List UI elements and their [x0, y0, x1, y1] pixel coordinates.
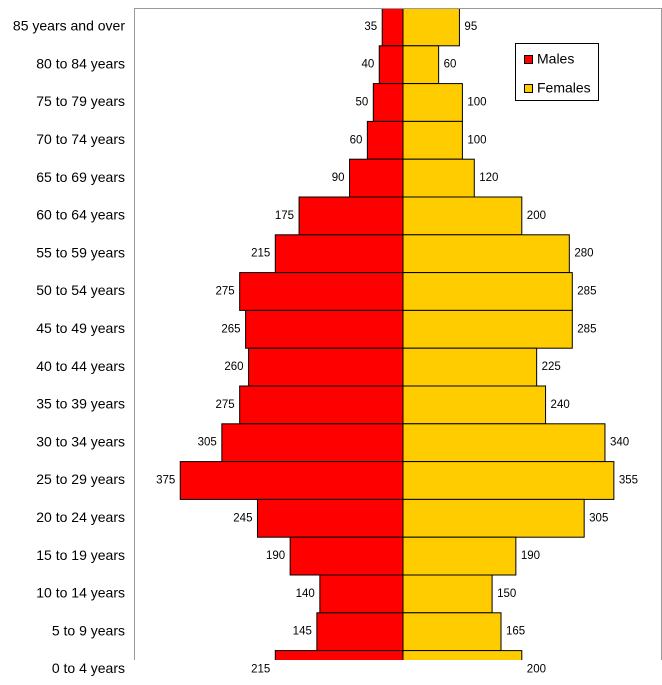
bar [298, 196, 404, 236]
bar [289, 536, 404, 576]
value-label: 190 [521, 550, 540, 562]
y-tick-label: 30 to 34 years [36, 433, 125, 449]
bar [372, 83, 404, 122]
bar [366, 120, 404, 160]
plot-area [179, 8, 615, 660]
legend-label: Females [537, 80, 591, 96]
bar [245, 309, 404, 349]
bar [402, 423, 606, 463]
y-tick-label: 20 to 24 years [36, 509, 125, 525]
value-label: 305 [198, 437, 217, 449]
y-tick-label: 65 to 69 years [36, 169, 125, 185]
bar [402, 347, 538, 387]
value-label: 35 [364, 21, 377, 33]
value-label: 215 [251, 664, 270, 676]
bar [402, 498, 585, 538]
y-tick-label: 5 to 9 years [52, 622, 125, 638]
y-tick-label: 35 to 39 years [36, 396, 125, 412]
y-tick-label: 75 to 79 years [36, 93, 125, 109]
y-tick-label: 55 to 59 years [36, 244, 125, 260]
legend-swatch [524, 55, 533, 64]
bar [402, 196, 523, 236]
bar [402, 309, 573, 349]
y-tick-label: 15 to 19 years [36, 547, 125, 563]
bar [402, 120, 463, 160]
y-tick-label: 45 to 49 years [36, 320, 125, 336]
value-label: 355 [619, 475, 638, 487]
bar [274, 650, 404, 660]
bar [402, 83, 463, 122]
y-tick-label: 85 years and over [13, 18, 125, 34]
bar [378, 45, 404, 85]
value-label: 200 [527, 664, 546, 676]
value-label: 95 [464, 21, 477, 33]
value-label: 165 [506, 626, 525, 638]
value-label: 145 [293, 626, 312, 638]
value-label: 340 [610, 437, 629, 449]
legend-label: Males [537, 51, 574, 67]
value-label: 280 [574, 248, 593, 260]
value-label: 200 [527, 210, 546, 222]
bar [402, 8, 460, 47]
value-label: 50 [356, 97, 369, 109]
bar [402, 650, 523, 660]
value-label: 375 [156, 475, 175, 487]
bar [402, 612, 502, 652]
value-label: 245 [233, 512, 252, 524]
value-label: 60 [350, 134, 363, 146]
bar [316, 612, 404, 652]
value-label: 40 [361, 59, 374, 71]
bar [381, 8, 404, 47]
y-tick-label: 80 to 84 years [36, 55, 125, 71]
y-tick-label: 0 to 4 years [52, 660, 125, 676]
value-label: 275 [215, 286, 234, 298]
bar [402, 574, 493, 614]
value-label: 90 [332, 172, 345, 184]
value-label: 140 [296, 588, 315, 600]
bar [402, 461, 615, 500]
value-label: 175 [275, 210, 294, 222]
bar [256, 498, 404, 538]
value-label: 275 [215, 399, 234, 411]
value-label: 240 [551, 399, 570, 411]
y-tick-label: 50 to 54 years [36, 282, 125, 298]
bar [349, 158, 404, 198]
legend-swatch [524, 84, 533, 93]
bar [248, 347, 404, 387]
bar [402, 234, 570, 274]
y-tick-label: 10 to 14 years [36, 585, 125, 601]
value-label: 285 [577, 286, 596, 298]
bar [402, 536, 517, 576]
bar [179, 461, 404, 500]
bar [402, 385, 547, 425]
value-label: 305 [589, 512, 608, 524]
value-label: 265 [221, 323, 240, 335]
bar [221, 423, 404, 463]
value-label: 150 [497, 588, 516, 600]
y-tick-label: 60 to 64 years [36, 207, 125, 223]
y-tick-label: 25 to 29 years [36, 471, 125, 487]
y-tick-label: 40 to 44 years [36, 358, 125, 374]
bar [319, 574, 404, 614]
value-label: 120 [479, 172, 498, 184]
bar [402, 272, 573, 311]
value-label: 190 [266, 550, 285, 562]
bar [239, 272, 404, 311]
value-label: 100 [467, 134, 486, 146]
value-label: 260 [224, 361, 243, 373]
bar [402, 158, 475, 198]
value-label: 60 [444, 59, 457, 71]
bar [402, 45, 440, 85]
value-label: 215 [251, 248, 270, 260]
value-label: 285 [577, 323, 596, 335]
y-tick-label: 70 to 74 years [36, 131, 125, 147]
bar [274, 234, 404, 274]
value-label: 225 [542, 361, 561, 373]
bar [239, 385, 404, 425]
value-label: 100 [467, 97, 486, 109]
